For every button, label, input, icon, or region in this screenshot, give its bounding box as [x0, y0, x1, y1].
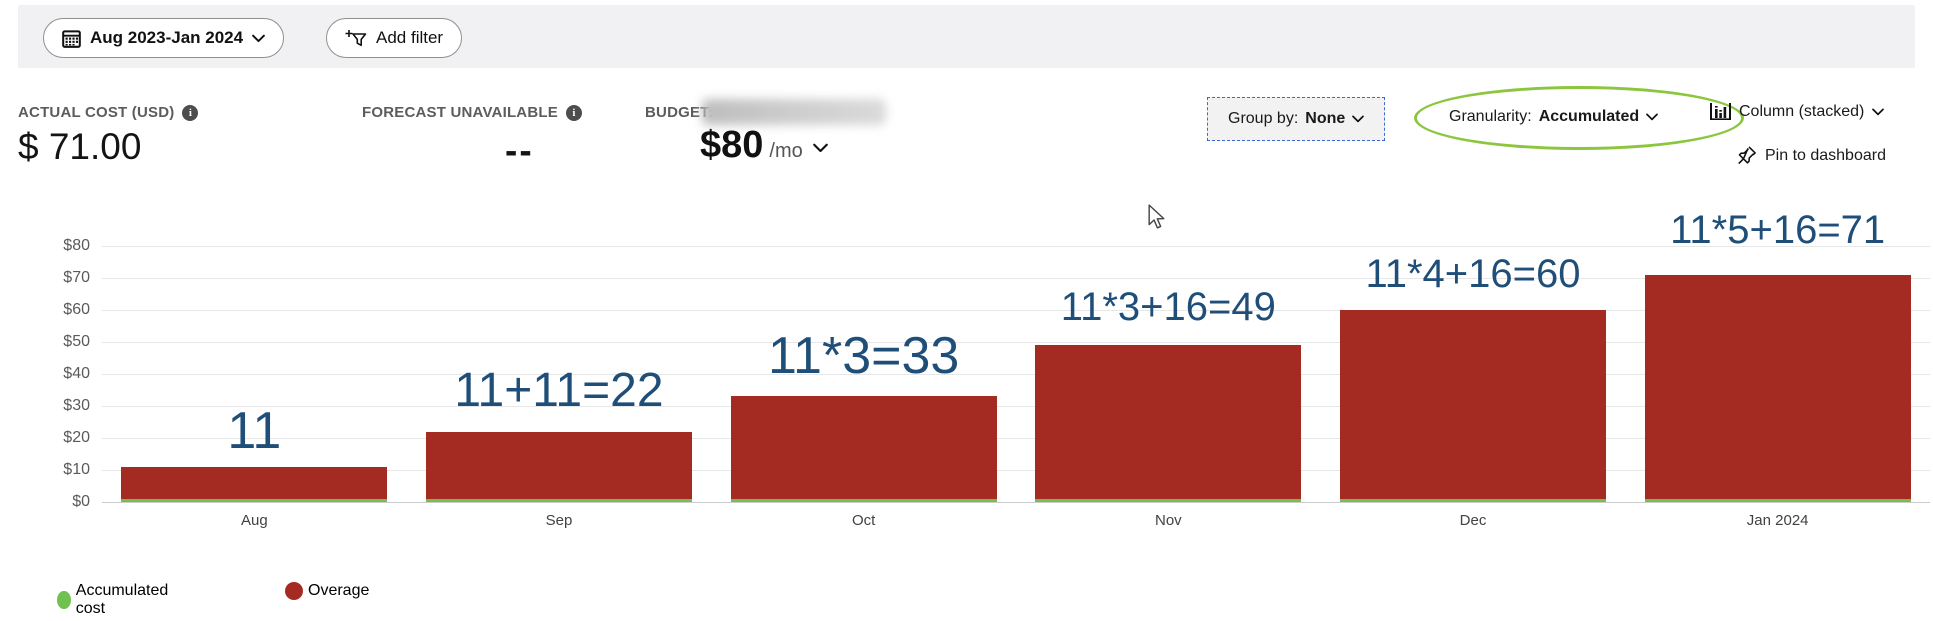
- bar-annotation: 11*3=33: [767, 327, 960, 386]
- pin-to-dashboard-button[interactable]: Pin to dashboard: [1736, 145, 1886, 166]
- budget-name-redacted: [702, 99, 886, 125]
- bar-annotation: 11*4+16=60: [1365, 252, 1581, 296]
- date-range-picker[interactable]: Aug 2023-Jan 2024: [43, 18, 285, 58]
- info-icon[interactable]: i: [182, 104, 199, 121]
- bar-accumulated-sliver: [1644, 498, 1911, 502]
- gridline: [102, 246, 1930, 247]
- gridline: [102, 470, 1930, 471]
- actual-cost-value: $ 71.00: [18, 126, 142, 167]
- gridline: [102, 438, 1930, 439]
- budget-period: /mo: [769, 140, 803, 162]
- pin-label: Pin to dashboard: [1765, 146, 1886, 164]
- budget-label: BUDGET:: [645, 104, 713, 121]
- granularity-value: Accumulated: [1538, 108, 1640, 125]
- x-axis-label: Dec: [1459, 512, 1487, 529]
- calendar-icon: [62, 29, 81, 48]
- chevron-down-icon: [812, 143, 828, 153]
- x-axis-label: Aug: [240, 512, 268, 529]
- actual-cost-label: ACTUAL COST (USD) i: [18, 104, 199, 121]
- pin-icon: [1736, 145, 1757, 166]
- legend-label: Overage: [308, 582, 370, 599]
- chevron-down-icon: [1872, 108, 1885, 116]
- legend-item-accumulated-cost[interactable]: Accumulated cost: [57, 582, 173, 618]
- actual-cost-label-text: ACTUAL COST (USD): [18, 104, 175, 121]
- bar-annotation: 11*3+16=49: [1060, 285, 1276, 330]
- group-by-value: None: [1305, 110, 1346, 127]
- forecast-label-text: FORECAST UNAVAILABLE: [362, 104, 558, 121]
- chart-type-label: Column (stacked): [1739, 102, 1865, 120]
- add-filter-icon: [345, 29, 367, 48]
- info-icon[interactable]: i: [565, 104, 582, 121]
- bar-accumulated-sliver: [1340, 499, 1606, 502]
- column-chart-icon: [1710, 102, 1731, 121]
- granularity-dropdown[interactable]: Granularity: Accumulated: [1449, 108, 1659, 126]
- add-filter-button[interactable]: Add filter: [326, 18, 463, 58]
- chevron-down-icon: [252, 34, 265, 43]
- add-filter-label: Add filter: [376, 28, 444, 47]
- forecast-value: --: [505, 130, 534, 171]
- bar-sep[interactable]: [426, 431, 692, 502]
- x-axis-label: Sep: [545, 512, 573, 529]
- y-axis-tick: $40: [63, 365, 90, 382]
- budget-amount: $80: [700, 124, 764, 166]
- y-axis-tick: $20: [63, 429, 90, 446]
- bar-accumulated-sliver: [121, 498, 388, 502]
- bar-accumulated-sliver: [426, 498, 692, 502]
- y-axis-tick: $30: [63, 397, 90, 414]
- bar-aug[interactable]: [121, 466, 388, 502]
- gridline: [102, 374, 1930, 375]
- budget-value[interactable]: $80 /mo: [700, 124, 828, 167]
- bar-annotation: 11*5+16=71: [1670, 207, 1886, 252]
- bar-accumulated-sliver: [730, 498, 997, 502]
- budget-label-text: BUDGET:: [645, 104, 714, 121]
- bar-annotation: 11: [227, 401, 282, 460]
- bar-oct[interactable]: [730, 396, 997, 502]
- legend-item-overage[interactable]: Overage: [285, 582, 369, 600]
- gridline: [102, 502, 1930, 503]
- legend-dot-red: [285, 582, 303, 600]
- group-by-prefix: Group by:: [1228, 110, 1299, 127]
- bar-accumulated-sliver: [1035, 498, 1302, 502]
- chart-type-dropdown[interactable]: Column (stacked): [1710, 102, 1885, 121]
- bar-annotation: 11+11=22: [454, 363, 664, 417]
- group-by-dropdown[interactable]: Group by: None: [1207, 97, 1386, 141]
- gridline: [102, 310, 1930, 311]
- gridline: [102, 278, 1930, 279]
- chevron-down-icon: [1646, 113, 1659, 121]
- date-range-label: Aug 2023-Jan 2024: [90, 28, 244, 47]
- filter-toolbar: Aug 2023-Jan 2024 Add filter: [18, 5, 1915, 68]
- x-axis-label: Jan 2024: [1746, 512, 1809, 529]
- forecast-label: FORECAST UNAVAILABLE i: [362, 104, 582, 121]
- x-axis-label: Oct: [851, 512, 876, 529]
- bar-nov[interactable]: [1035, 345, 1302, 502]
- x-axis-label: Nov: [1154, 512, 1182, 529]
- legend-label: Accumulated cost: [75, 582, 169, 617]
- legend-dot-green: [57, 591, 71, 609]
- bar-jan-2024[interactable]: [1644, 274, 1911, 502]
- gridline: [102, 406, 1930, 407]
- y-axis-tick: $50: [63, 333, 90, 350]
- y-axis-tick: $60: [63, 301, 90, 318]
- cursor-icon: [1148, 204, 1172, 235]
- y-axis-tick: $70: [63, 269, 90, 286]
- granularity-prefix: Granularity:: [1449, 108, 1532, 125]
- bar-dec[interactable]: [1340, 310, 1606, 502]
- gridline: [102, 342, 1930, 343]
- y-axis-tick: $80: [63, 237, 90, 254]
- chevron-down-icon: [1352, 115, 1365, 123]
- y-axis-tick: $10: [63, 461, 90, 478]
- y-axis-tick: $0: [72, 493, 90, 510]
